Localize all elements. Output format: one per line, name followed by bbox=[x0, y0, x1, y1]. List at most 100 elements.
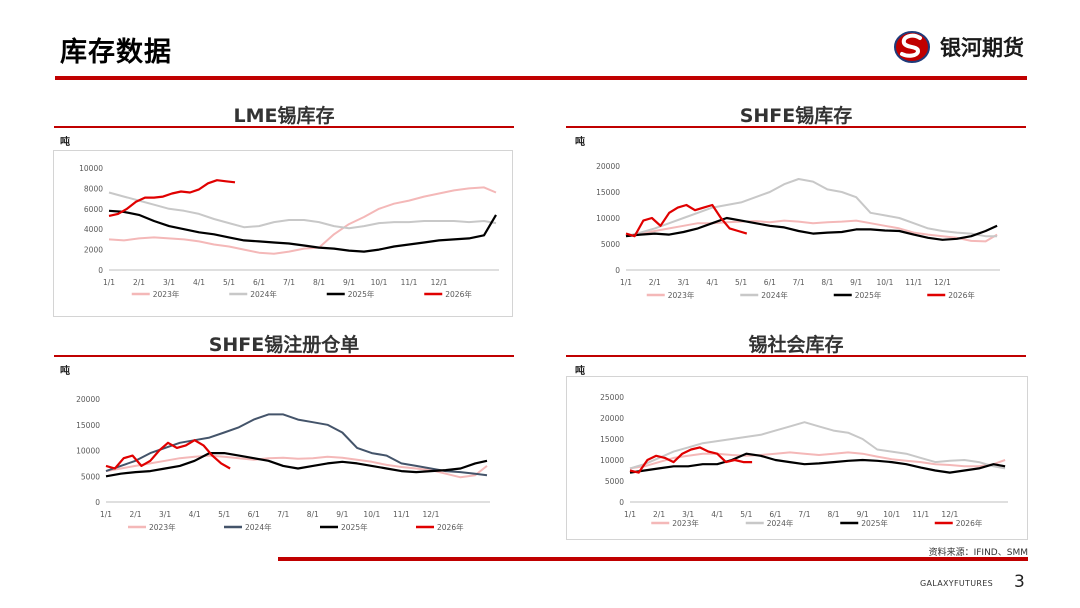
y-tick-label: 5000 bbox=[81, 472, 100, 481]
x-tick-label: 5/1 bbox=[735, 278, 747, 287]
x-tick-label: 7/1 bbox=[793, 278, 805, 287]
y-tick-label: 8000 bbox=[84, 184, 103, 193]
chart-frame bbox=[53, 150, 513, 317]
y-tick-label: 10000 bbox=[596, 214, 620, 223]
brand-name: 银河期货 bbox=[940, 36, 1024, 60]
legend-label: 2024年 bbox=[250, 289, 277, 299]
legend-label: 2026年 bbox=[445, 289, 472, 299]
series-line-2025年 bbox=[629, 452, 1006, 474]
chart-title-lme: LME锡库存 bbox=[233, 105, 335, 127]
legend-label: 2026年 bbox=[437, 522, 464, 532]
legend-label: 2024年 bbox=[767, 518, 794, 528]
chart-title-shfe: SHFE锡库存 bbox=[739, 105, 853, 127]
legend-label: 2023年 bbox=[668, 290, 695, 300]
y-tick-label: 0 bbox=[95, 498, 100, 507]
y-tick-label: 10000 bbox=[79, 164, 103, 173]
x-tick-label: 5/1 bbox=[223, 278, 235, 287]
x-tick-label: 4/1 bbox=[193, 278, 205, 287]
x-tick-label: 2/1 bbox=[653, 510, 665, 519]
x-tick-label: 12/1 bbox=[934, 278, 951, 287]
footer-brand: GALAXYFUTURES bbox=[920, 579, 993, 588]
legend-label: 2023年 bbox=[153, 289, 180, 299]
x-tick-label: 1/1 bbox=[620, 278, 632, 287]
series-line-2025年 bbox=[105, 452, 488, 478]
title-rule bbox=[566, 126, 1026, 128]
legend-label: 2024年 bbox=[761, 290, 788, 300]
series-line-2024年 bbox=[629, 421, 1006, 470]
title-rule bbox=[54, 126, 514, 128]
x-tick-label: 12/1 bbox=[941, 510, 958, 519]
x-tick-label: 10/1 bbox=[363, 510, 380, 519]
x-tick-label: 6/1 bbox=[764, 278, 776, 287]
x-tick-label: 9/1 bbox=[857, 510, 869, 519]
y-tick-label: 4000 bbox=[84, 225, 103, 234]
x-tick-label: 9/1 bbox=[336, 510, 348, 519]
y-tick-label: 25000 bbox=[600, 393, 624, 402]
x-tick-label: 10/1 bbox=[883, 510, 900, 519]
x-tick-label: 1/1 bbox=[103, 278, 115, 287]
x-tick-label: 10/1 bbox=[877, 278, 894, 287]
x-tick-label: 6/1 bbox=[769, 510, 781, 519]
x-tick-label: 3/1 bbox=[677, 278, 689, 287]
title-rule bbox=[566, 355, 1026, 357]
y-tick-label: 20000 bbox=[600, 414, 624, 423]
x-tick-label: 9/1 bbox=[850, 278, 862, 287]
series-line-2024年 bbox=[105, 413, 488, 477]
x-tick-label: 7/1 bbox=[277, 510, 289, 519]
page-number: 3 bbox=[1014, 572, 1025, 592]
x-tick-label: 11/1 bbox=[401, 278, 418, 287]
series-line-2023年 bbox=[629, 451, 1006, 470]
series-line-2025年 bbox=[108, 209, 497, 253]
y-tick-label: 2000 bbox=[84, 246, 103, 255]
chart-title-social-inventory: 锡社会库存 bbox=[748, 334, 844, 356]
x-tick-label: 8/1 bbox=[827, 510, 839, 519]
x-tick-label: 4/1 bbox=[706, 278, 718, 287]
x-tick-label: 12/1 bbox=[431, 278, 448, 287]
y-tick-label: 5000 bbox=[605, 477, 624, 486]
x-tick-label: 11/1 bbox=[905, 278, 922, 287]
unit-label: 吨 bbox=[60, 137, 70, 148]
source-note: 资料来源：IFIND、SMM bbox=[928, 548, 1028, 558]
series-line-2023年 bbox=[625, 219, 998, 243]
x-tick-label: 8/1 bbox=[821, 278, 833, 287]
y-tick-label: 6000 bbox=[84, 205, 103, 214]
x-tick-label: 1/1 bbox=[100, 510, 112, 519]
unit-label: 吨 bbox=[60, 366, 70, 377]
y-tick-label: 15000 bbox=[600, 435, 624, 444]
x-tick-label: 10/1 bbox=[371, 278, 388, 287]
x-tick-label: 7/1 bbox=[798, 510, 810, 519]
y-tick-label: 15000 bbox=[76, 421, 100, 430]
legend-label: 2026年 bbox=[948, 290, 975, 300]
title-rule bbox=[54, 355, 514, 357]
y-tick-label: 5000 bbox=[601, 240, 620, 249]
unit-label: 吨 bbox=[575, 137, 585, 148]
x-tick-label: 2/1 bbox=[649, 278, 661, 287]
x-tick-label: 2/1 bbox=[133, 278, 145, 287]
y-tick-label: 0 bbox=[615, 266, 620, 275]
x-tick-label: 7/1 bbox=[283, 278, 295, 287]
series-line-2026年 bbox=[629, 446, 753, 474]
legend-label: 2025年 bbox=[861, 518, 888, 528]
footer-rule bbox=[278, 557, 1028, 561]
legend-label: 2025年 bbox=[855, 290, 882, 300]
y-tick-label: 15000 bbox=[596, 188, 620, 197]
series-line-2023年 bbox=[108, 186, 497, 255]
series-line-2026年 bbox=[625, 203, 748, 238]
chart-title-shfe-warrants: SHFE锡注册仓单 bbox=[208, 334, 360, 356]
x-tick-label: 3/1 bbox=[682, 510, 694, 519]
x-tick-label: 3/1 bbox=[159, 510, 171, 519]
series-line-2024年 bbox=[108, 191, 497, 230]
legend-label: 2024年 bbox=[245, 522, 272, 532]
series-line-2025年 bbox=[625, 216, 998, 241]
legend-label: 2023年 bbox=[149, 522, 176, 532]
page-title: 库存数据 bbox=[60, 37, 172, 68]
x-tick-label: 3/1 bbox=[163, 278, 175, 287]
x-tick-label: 6/1 bbox=[248, 510, 260, 519]
header-rule bbox=[55, 76, 1027, 80]
x-tick-label: 4/1 bbox=[189, 510, 201, 519]
x-tick-label: 11/1 bbox=[393, 510, 410, 519]
legend-label: 2026年 bbox=[956, 518, 983, 528]
y-tick-label: 0 bbox=[98, 266, 103, 275]
x-tick-label: 9/1 bbox=[343, 278, 355, 287]
